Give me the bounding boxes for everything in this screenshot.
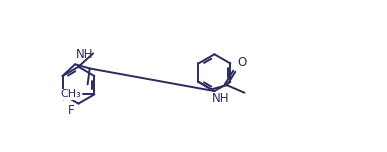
Text: O: O [237,56,246,69]
Text: NH: NH [212,92,229,105]
Text: F: F [67,104,74,117]
Text: CH₃: CH₃ [60,89,81,99]
Text: NH: NH [76,48,94,61]
